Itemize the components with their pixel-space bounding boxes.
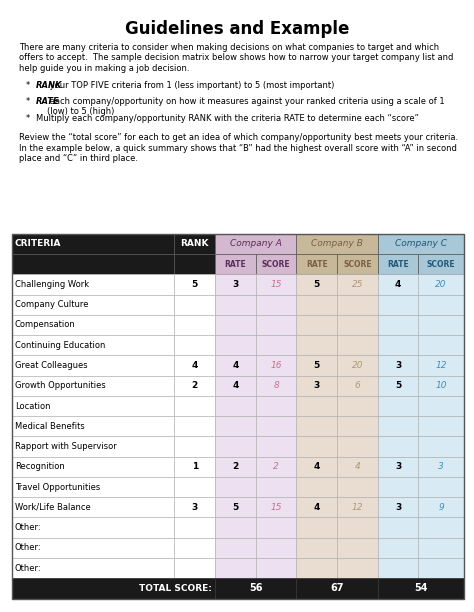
Text: 4: 4 [395,280,401,289]
Text: 12: 12 [435,361,447,370]
Text: 3: 3 [314,381,320,390]
Text: 56: 56 [249,583,263,594]
Text: Location: Location [15,401,50,411]
Text: 4: 4 [314,503,320,512]
Text: 3: 3 [191,503,198,512]
Text: 16: 16 [270,361,282,370]
Text: 3: 3 [395,462,401,471]
Text: SCORE: SCORE [343,259,372,269]
Text: Rapport with Supervisor: Rapport with Supervisor [15,442,117,451]
Text: Company Culture: Company Culture [15,300,88,309]
Text: RATE: RATE [387,259,409,269]
Text: 5: 5 [314,361,320,370]
Text: Company C: Company C [395,239,447,248]
Text: Review the “total score” for each to get an idea of which company/opportunity be: Review the “total score” for each to get… [19,133,458,163]
Text: Challenging Work: Challenging Work [15,280,89,289]
Text: 5: 5 [191,280,198,289]
Text: Company B: Company B [311,239,363,248]
Text: 6: 6 [355,381,360,390]
Text: Continuing Education: Continuing Education [15,341,105,349]
Text: CRITERIA: CRITERIA [15,239,61,248]
Text: Other:: Other: [15,523,41,532]
Text: 20: 20 [352,361,363,370]
Text: Growth Opportunities: Growth Opportunities [15,381,105,390]
Text: 4: 4 [232,381,238,390]
Text: RATE: RATE [225,259,246,269]
Text: 4: 4 [191,361,198,370]
Text: RANK: RANK [181,239,209,248]
Text: 12: 12 [352,503,363,512]
Text: Other:: Other: [15,564,41,573]
Text: 15: 15 [270,503,282,512]
Text: 8: 8 [273,381,279,390]
Text: Travel Opportunities: Travel Opportunities [15,483,100,491]
Text: 2: 2 [191,381,198,390]
Text: TOTAL SCORE:: TOTAL SCORE: [139,584,212,593]
Text: SCORE: SCORE [427,259,456,269]
Text: 15: 15 [270,280,282,289]
Text: 4: 4 [314,462,320,471]
Text: 9: 9 [438,503,444,512]
Text: 25: 25 [352,280,363,289]
Text: 5: 5 [395,381,401,390]
Text: each company/opportunity on how it measures against your ranked criteria using a: each company/opportunity on how it measu… [46,97,444,116]
Text: 1: 1 [191,462,198,471]
Text: 3: 3 [232,280,238,289]
Text: Company A: Company A [230,239,282,248]
Text: Medical Benefits: Medical Benefits [15,422,84,431]
Text: 4: 4 [355,462,360,471]
Text: 3: 3 [438,462,444,471]
Text: your TOP FIVE criteria from 1 (less important) to 5 (most important): your TOP FIVE criteria from 1 (less impo… [46,81,334,90]
Text: 3: 3 [395,361,401,370]
Text: *: * [26,114,30,123]
Text: 2: 2 [232,462,238,471]
Text: Recognition: Recognition [15,462,64,471]
Text: 5: 5 [314,280,320,289]
Text: RATE: RATE [36,97,59,106]
Text: 10: 10 [435,381,447,390]
Text: 4: 4 [232,361,238,370]
Text: RATE: RATE [306,259,328,269]
Text: Great Colleagues: Great Colleagues [15,361,87,370]
Text: Work/Life Balance: Work/Life Balance [15,503,91,512]
Text: There are many criteria to consider when making decisions on what companies to t: There are many criteria to consider when… [19,43,453,73]
Text: RANK: RANK [36,81,62,90]
Text: 5: 5 [232,503,238,512]
Text: Guidelines and Example: Guidelines and Example [125,20,349,37]
Text: 20: 20 [435,280,447,289]
Text: Other:: Other: [15,543,41,553]
Text: Compensation: Compensation [15,321,75,329]
Text: *: * [26,97,30,106]
Text: 54: 54 [414,583,428,594]
Text: 67: 67 [330,583,344,594]
Text: 3: 3 [395,503,401,512]
Text: *: * [26,81,30,90]
Text: 2: 2 [273,462,279,471]
Text: SCORE: SCORE [262,259,291,269]
Text: Multiply each company/opportunity RANK with the criteria RATE to determine each : Multiply each company/opportunity RANK w… [36,114,419,123]
